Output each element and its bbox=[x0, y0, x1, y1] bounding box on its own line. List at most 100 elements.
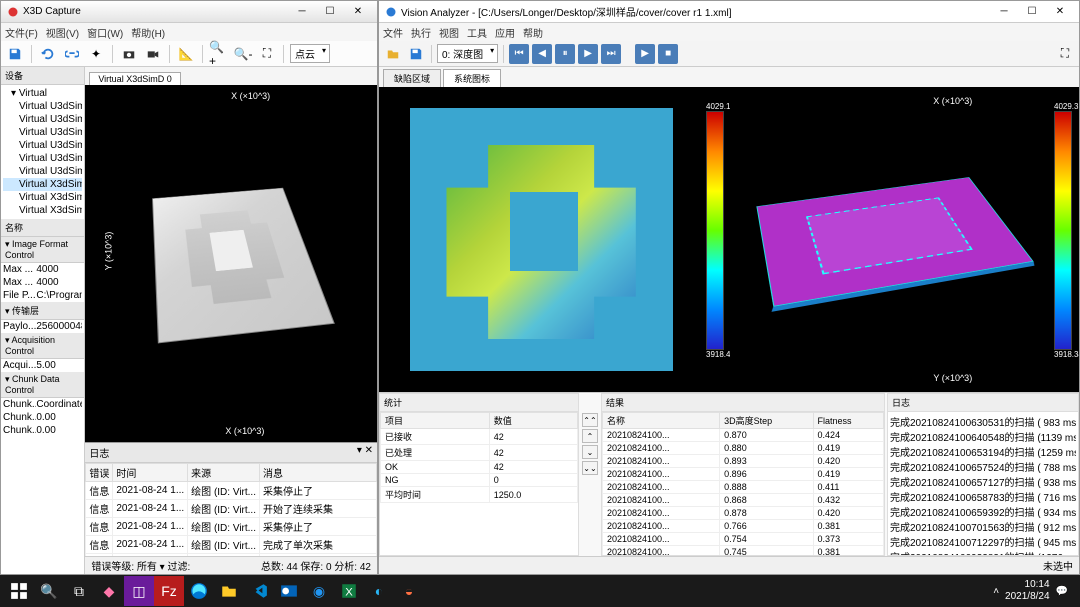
last-button[interactable]: ⏭ bbox=[601, 44, 621, 64]
minimize-button[interactable]: ─ bbox=[991, 4, 1017, 20]
tray-arrow-icon[interactable]: ˄ bbox=[993, 586, 999, 597]
device-item[interactable]: Virtual U3dSimT 1 bbox=[3, 152, 82, 165]
app4-icon[interactable]: ◐ bbox=[364, 576, 394, 606]
device-item[interactable]: Virtual U3dSimF 1 bbox=[3, 113, 82, 126]
results-col[interactable]: 3D高度Step bbox=[720, 413, 813, 429]
ruler-icon[interactable]: 📐 bbox=[176, 44, 196, 64]
results-row[interactable]: 20210824100...0.8930.420 bbox=[603, 455, 884, 468]
results-row[interactable]: 20210824100...0.7660.381 bbox=[603, 520, 884, 533]
log-table[interactable]: 错误时间来源消息信息2021-08-24 1...绘图 (ID: Virt...… bbox=[85, 463, 377, 556]
menu-exec[interactable]: 执行 bbox=[411, 25, 431, 40]
device-item[interactable]: Virtual U3dSimF 0 bbox=[3, 100, 82, 113]
explorer-icon[interactable] bbox=[214, 576, 244, 606]
prop-section-header[interactable]: ▾ 传输层 bbox=[1, 302, 84, 320]
expand-icon[interactable]: ⛶ bbox=[1055, 44, 1075, 64]
play-button[interactable]: ▶ bbox=[635, 44, 655, 64]
log-col[interactable]: 消息 bbox=[260, 464, 377, 482]
video-icon[interactable] bbox=[143, 44, 163, 64]
log-col[interactable]: 来源 bbox=[188, 464, 260, 482]
process-dropdown[interactable]: 0: 深度图 bbox=[437, 44, 498, 63]
start-button[interactable] bbox=[4, 576, 34, 606]
wand-icon[interactable]: ✦ bbox=[86, 44, 106, 64]
nav-down-icon[interactable]: ⌄ bbox=[582, 445, 598, 459]
results-col[interactable]: 名称 bbox=[603, 413, 720, 429]
prop-row[interactable]: Chunk...CoordinateC bbox=[1, 398, 84, 411]
log-row[interactable]: 信息2021-08-24 1...绘图 (ID: Virt...采集停止了 bbox=[86, 518, 377, 536]
nav-last-icon[interactable]: ⌄⌄ bbox=[582, 461, 598, 475]
nav-first-icon[interactable]: ⌃⌃ bbox=[582, 413, 598, 427]
3d-viewer[interactable]: X (×10^3) Y (×10^3) X (×10^3) bbox=[85, 85, 377, 442]
prop-row[interactable]: Max ...4000 bbox=[1, 263, 84, 276]
log-filter-label[interactable]: 错误等级: 所有 ▾ 过滤: bbox=[91, 558, 190, 573]
filezilla-icon[interactable]: Fz bbox=[154, 576, 184, 606]
app5-icon[interactable]: ◒ bbox=[394, 576, 424, 606]
prev-button[interactable]: ◀ bbox=[532, 44, 552, 64]
outlook-icon[interactable] bbox=[274, 576, 304, 606]
notifications-icon[interactable]: 💬 bbox=[1056, 586, 1068, 597]
save-icon[interactable] bbox=[406, 44, 426, 64]
device-item[interactable]: Virtual U3dSimT 0 bbox=[3, 139, 82, 152]
app1-icon[interactable]: ◆ bbox=[94, 576, 124, 606]
prop-row[interactable]: Chunk...0.00 bbox=[1, 411, 84, 424]
results-row[interactable]: 20210824100...0.8680.432 bbox=[603, 494, 884, 507]
menu-window[interactable]: 窗口(W) bbox=[87, 25, 123, 40]
camera-icon[interactable] bbox=[119, 44, 139, 64]
prop-row[interactable]: Max ...4000 bbox=[1, 276, 84, 289]
menu-view[interactable]: 视图(V) bbox=[46, 25, 79, 40]
app2-icon[interactable]: ◫ bbox=[124, 576, 154, 606]
link-icon[interactable] bbox=[62, 44, 82, 64]
results-row[interactable]: 20210824100...0.8700.424 bbox=[603, 429, 884, 442]
titlebar[interactable]: X3D Capture ─ ☐ ✕ bbox=[1, 1, 377, 23]
prop-row[interactable]: Chunk...0.00 bbox=[1, 424, 84, 437]
viewer-tab[interactable]: Virtual X3dSimD 0 bbox=[89, 72, 180, 85]
app3-icon[interactable]: ◉ bbox=[304, 576, 334, 606]
tab-system[interactable]: 系统图标 bbox=[443, 69, 501, 87]
log-col[interactable]: 错误 bbox=[86, 464, 113, 482]
log-row[interactable]: 信息2021-08-24 1...绘图 (ID: Virt...开始了连续采集 bbox=[86, 500, 377, 518]
tab-defect[interactable]: 缺陷区域 bbox=[383, 69, 441, 87]
results-row[interactable]: 20210824100...0.7540.373 bbox=[603, 533, 884, 546]
refresh-icon[interactable] bbox=[38, 44, 58, 64]
log-close-icon[interactable]: ▾ ✕ bbox=[357, 445, 373, 460]
results-row[interactable]: 20210824100...0.8880.411 bbox=[603, 481, 884, 494]
zoom-fit-icon[interactable]: ⛶ bbox=[257, 44, 277, 64]
log-row[interactable]: 信息2021-08-24 1...绘图 (ID: Virt...采集停止了 bbox=[86, 482, 377, 500]
prop-section-header[interactable]: ▾ Image Format Control bbox=[1, 237, 84, 263]
menu-tools[interactable]: 工具 bbox=[467, 25, 487, 40]
device-item[interactable]: Virtual U3dSimT 2 bbox=[3, 165, 82, 178]
menu-help[interactable]: 帮助 bbox=[523, 25, 543, 40]
zoom-in-icon[interactable]: 🔍+ bbox=[209, 44, 229, 64]
menu-file[interactable]: 文件(F) bbox=[5, 25, 38, 40]
device-item[interactable]: Virtual X3dSimF 1 bbox=[3, 204, 82, 217]
titlebar[interactable]: Vision Analyzer - [C:/Users/Longer/Deskt… bbox=[379, 1, 1079, 23]
log-col[interactable]: 时间 bbox=[113, 464, 188, 482]
prop-row[interactable]: Acqui...5.00 bbox=[1, 359, 84, 372]
vscode-icon[interactable] bbox=[244, 576, 274, 606]
taskview-icon[interactable]: ⧉ bbox=[64, 576, 94, 606]
prop-section-header[interactable]: ▾ Acquisition Control bbox=[1, 333, 84, 359]
close-button[interactable]: ✕ bbox=[1047, 4, 1073, 20]
excel-icon[interactable]: X bbox=[334, 576, 364, 606]
device-tree[interactable]: ▾ Virtual Virtual U3dSimF 0Virtual U3dSi… bbox=[1, 85, 84, 219]
log-row[interactable]: 信息2021-08-24 1...绘图 (ID: Virt...完成了单次采集 bbox=[86, 536, 377, 554]
stop-button[interactable]: ■ bbox=[658, 44, 678, 64]
search-icon[interactable]: 🔍 bbox=[34, 576, 64, 606]
menu-app[interactable]: 应用 bbox=[495, 25, 515, 40]
results-row[interactable]: 20210824100...0.8780.420 bbox=[603, 507, 884, 520]
minimize-button[interactable]: ─ bbox=[289, 4, 315, 20]
prop-row[interactable]: File P...C:\Program Fi... bbox=[1, 289, 84, 302]
device-item[interactable]: Virtual X3dSimF 0 bbox=[3, 191, 82, 204]
save-icon[interactable] bbox=[5, 44, 25, 64]
close-button[interactable]: ✕ bbox=[345, 4, 371, 20]
menu-view[interactable]: 视图 bbox=[439, 25, 459, 40]
surface-view[interactable]: X (×10^3) Y (×10^3) 4029.31 3918.34 bbox=[730, 90, 1076, 389]
results-row[interactable]: 20210824100...0.8960.419 bbox=[603, 468, 884, 481]
maximize-button[interactable]: ☐ bbox=[317, 4, 343, 20]
next-button[interactable]: ▶ bbox=[578, 44, 598, 64]
zoom-out-icon[interactable]: 🔍- bbox=[233, 44, 253, 64]
results-row[interactable]: 20210824100...0.7450.381 bbox=[603, 546, 884, 556]
pause-button[interactable]: ⏸ bbox=[555, 44, 575, 64]
device-item[interactable]: Virtual U3dSimF 2 bbox=[3, 126, 82, 139]
edge-icon[interactable] bbox=[184, 576, 214, 606]
heatmap-view[interactable]: 4029.1 3918.4 bbox=[382, 90, 728, 389]
